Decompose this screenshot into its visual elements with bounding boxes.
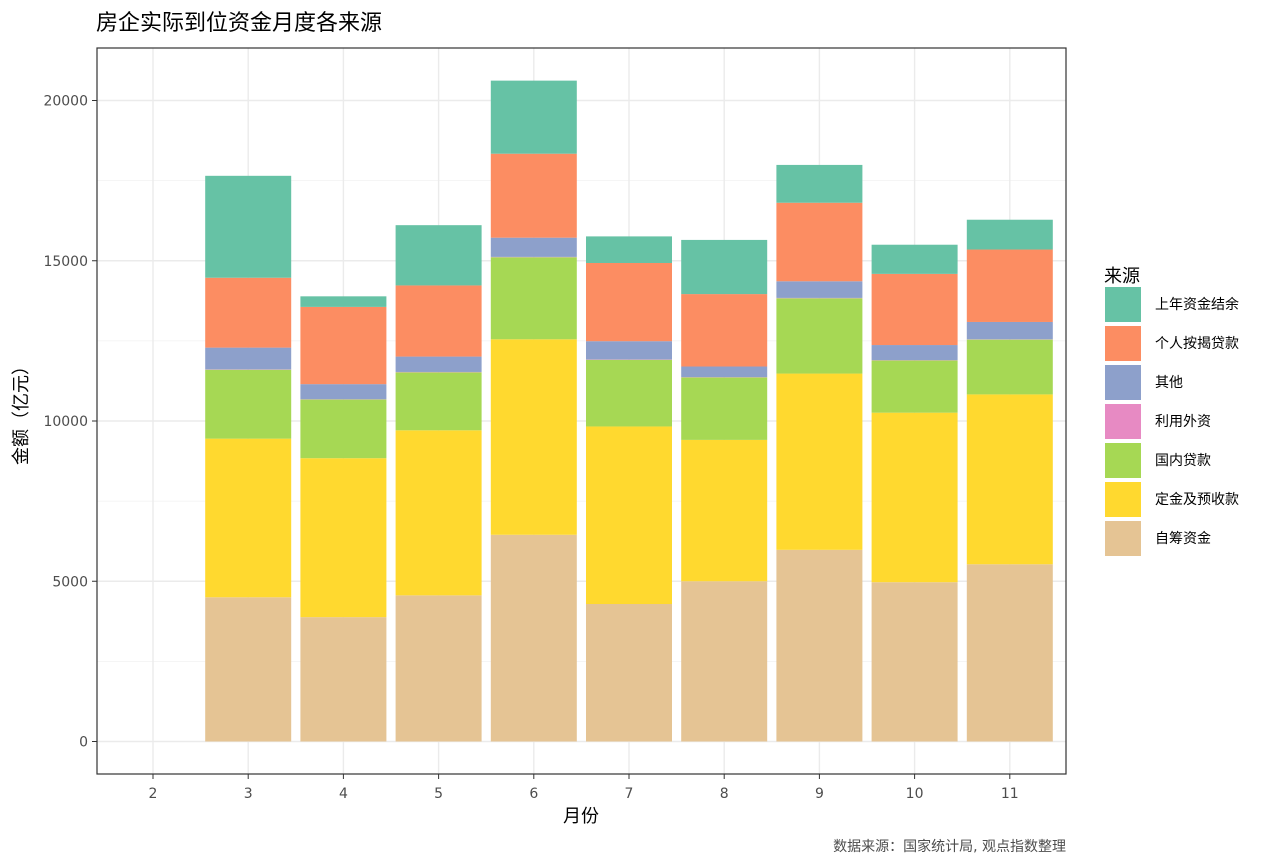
bar-segment [490,237,577,257]
bar-segment [966,394,1053,565]
bar-segment [681,581,768,742]
bar-segment [300,399,387,459]
bar-segment [776,202,863,282]
x-tick-label: 4 [339,786,348,802]
bar-segment [395,595,482,742]
legend-swatch [1105,521,1141,556]
bar-segment [586,341,672,360]
x-tick-label: 6 [529,786,538,802]
bar-segment [966,564,1053,742]
bar-segment [966,219,1053,250]
legend-label: 国内贷款 [1155,453,1211,469]
legend-label: 定金及预收款 [1155,492,1239,508]
chart-title: 房企实际到位资金月度各来源 [96,11,382,36]
legend-swatch [1105,365,1141,400]
bar-segment [681,366,768,378]
bar-segment [586,359,672,427]
bar-segment [586,604,672,742]
bar-segment [205,347,292,370]
bar-segment [300,384,387,400]
x-tick-label: 5 [434,786,443,802]
y-tick-label: 10000 [43,414,88,430]
legend-label: 上年资金结余 [1155,296,1239,313]
x-tick-label: 3 [244,786,253,802]
caption: 数据来源：国家统计局, 观点指数整理 [833,838,1066,855]
bar-segment [776,281,863,298]
bar-segment [300,296,387,307]
bar-segment [490,257,577,340]
y-tick-label: 15000 [43,254,88,270]
bar-segment [681,377,768,440]
bar-segment [871,360,958,413]
x-axis-title: 月份 [563,806,599,827]
legend-swatch [1105,287,1141,322]
panel-border [96,47,1067,775]
bar-segment [205,175,292,278]
bar-segment [681,239,768,295]
bar-segment [871,582,958,742]
bar-segment [776,373,863,550]
bar-segment [205,597,292,742]
legend-label: 利用外资 [1155,414,1211,430]
legend-label: 个人按揭贷款 [1155,336,1239,352]
bar-segment [490,153,577,238]
bar-segment [586,236,672,263]
bars [205,80,1053,742]
bar-segment [300,458,387,618]
bar-segment [490,80,577,154]
bar-segment [966,321,1053,340]
bar-segment [776,549,863,742]
bar-segment [205,369,292,439]
x-tick-label: 8 [720,786,729,802]
bar-segment [871,345,958,361]
x-tick-label: 7 [625,786,634,802]
bar-segment [966,339,1053,395]
bar-segment [490,339,577,535]
y-tick-label: 5000 [52,574,88,590]
y-tick-label: 20000 [43,94,88,110]
bar-segment [490,534,577,742]
x-tick-label: 9 [815,786,824,802]
bar-segment [966,249,1053,322]
bar-segment [395,356,482,372]
legend-swatch [1105,326,1141,361]
bar-segment [776,298,863,374]
legend-swatch [1105,482,1141,517]
x-tick-label: 2 [149,786,158,802]
bar-segment [205,277,292,348]
x-tick-label: 11 [1001,786,1019,802]
x-tick-label: 10 [906,786,924,802]
bar-segment [681,294,768,367]
bar-segment [681,439,768,582]
y-axis: 0 5000 10000 15000 20000 [43,94,97,751]
bar-segment [871,244,958,274]
bar-segment [871,273,958,346]
x-axis: 2 3 4 5 6 7 8 9 10 11 [149,774,1019,802]
bar-segment [586,262,672,342]
legend-label: 其他 [1155,375,1183,391]
bar-segment [395,372,482,431]
y-tick-label: 0 [79,735,88,751]
legend-swatch [1105,404,1141,439]
bar-segment [395,225,482,286]
bar-segment [871,412,958,583]
bar-segment [300,617,387,742]
legend-title: 来源 [1104,266,1140,287]
legend-swatch [1105,443,1141,478]
legend-label: 自筹资金 [1155,530,1211,547]
bar-segment [776,164,863,203]
y-axis-title: 金额（亿元） [11,357,32,465]
bar-segment [586,426,672,605]
bar-segment [395,285,482,357]
bar-segment [205,438,292,598]
bar-segment [395,430,482,596]
bar-segment [300,306,387,385]
